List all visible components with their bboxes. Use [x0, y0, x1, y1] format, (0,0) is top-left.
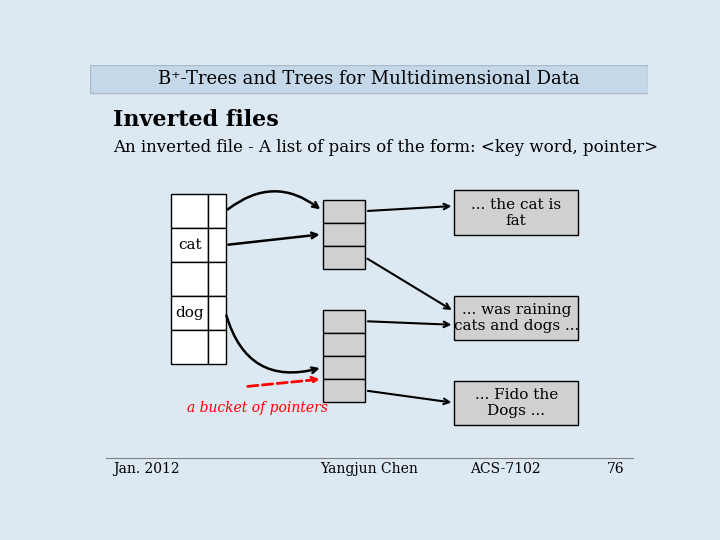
Text: 76: 76: [607, 462, 625, 476]
Bar: [171, 262, 208, 296]
Text: ... the cat is
fat: ... the cat is fat: [471, 198, 562, 228]
Bar: [208, 330, 225, 363]
Bar: [323, 200, 365, 222]
Text: a bucket of pointers: a bucket of pointers: [187, 401, 328, 415]
Bar: [454, 190, 578, 235]
Text: Inverted files: Inverted files: [113, 109, 279, 131]
Bar: [171, 296, 208, 330]
Bar: [454, 296, 578, 340]
Bar: [323, 222, 365, 246]
Text: dog: dog: [175, 306, 204, 320]
Text: B⁺-Trees and Trees for Multidimensional Data: B⁺-Trees and Trees for Multidimensional …: [158, 70, 580, 87]
Bar: [171, 330, 208, 363]
Bar: [323, 379, 365, 402]
Text: cat: cat: [178, 238, 202, 252]
Bar: [208, 262, 225, 296]
Bar: [171, 194, 208, 228]
Text: Yangjun Chen: Yangjun Chen: [320, 462, 418, 476]
Text: Jan. 2012: Jan. 2012: [113, 462, 180, 476]
Text: ACS-7102: ACS-7102: [469, 462, 541, 476]
Text: An inverted file - A list of pairs of the form: <key word, pointer>: An inverted file - A list of pairs of th…: [113, 139, 658, 157]
Bar: [323, 333, 365, 356]
Bar: [208, 296, 225, 330]
Bar: [90, 65, 648, 92]
Bar: [323, 246, 365, 269]
Bar: [323, 309, 365, 333]
Bar: [208, 228, 225, 262]
Bar: [208, 194, 225, 228]
Text: ... Fido the
Dogs ...: ... Fido the Dogs ...: [474, 388, 558, 418]
Bar: [171, 228, 208, 262]
Bar: [454, 381, 578, 425]
Bar: [323, 356, 365, 379]
Text: ... was raining
cats and dogs ...: ... was raining cats and dogs ...: [454, 303, 579, 333]
